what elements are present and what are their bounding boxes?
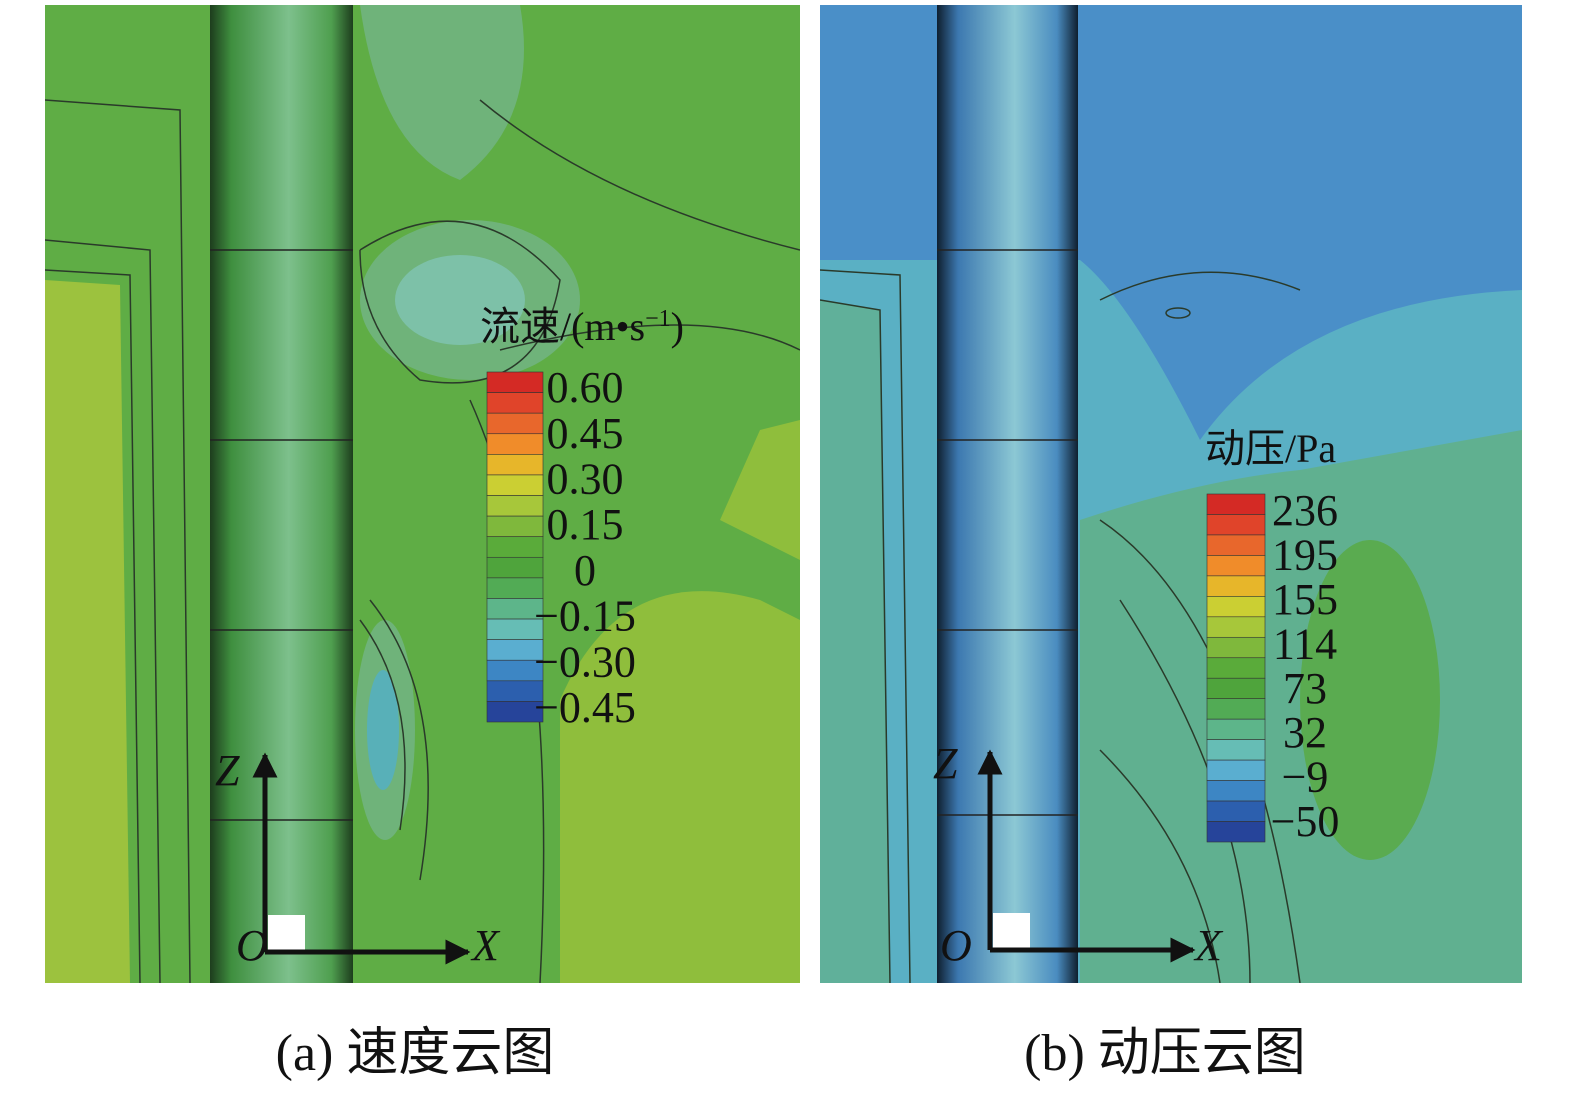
origin-label: O (236, 921, 268, 970)
colorbar-band (1206, 575, 1266, 597)
colorbar-label: 155 (1272, 575, 1338, 624)
colorbar-band (1206, 514, 1266, 536)
colorbar-band (486, 454, 544, 476)
colorbar-band (486, 536, 544, 558)
colorbar-label: 114 (1273, 619, 1337, 668)
colorbar-band (1206, 698, 1266, 720)
pressure-contour (820, 5, 1522, 983)
x-label: X (1193, 921, 1224, 970)
origin-box (993, 913, 1030, 950)
colorbar-label: 195 (1272, 531, 1338, 580)
legend-title: 动压/Pa (1205, 426, 1336, 471)
colorbar-band (1206, 718, 1266, 740)
colorbar-label: −0.45 (534, 683, 636, 732)
colorbar-band (486, 515, 544, 538)
colorbar-label: 32 (1283, 708, 1327, 757)
colorbar-band (486, 556, 544, 579)
colorbar-band (1206, 657, 1266, 679)
z-label: Z (215, 746, 240, 795)
legend-title: ) (671, 304, 684, 349)
colorbar-band (1206, 780, 1266, 802)
colorbar-label: −0.30 (534, 637, 636, 686)
colorbar-label: −50 (1271, 797, 1340, 846)
colorbar-band (486, 433, 544, 455)
colorbar-label: 0 (574, 546, 596, 595)
caption: (b) 动压云图 (1024, 1025, 1306, 1082)
colorbar-band (486, 392, 544, 414)
colorbar-band (486, 474, 544, 496)
colorbar-band (1206, 636, 1266, 659)
colorbar-band (1206, 534, 1266, 556)
legend-title-sup: −1 (645, 306, 671, 332)
legend-title: 流速/(m•s−1) (480, 304, 684, 349)
colorbar-band (1206, 555, 1266, 577)
legend-title: 流速/(m•s (480, 304, 645, 349)
colorbar-band (1206, 821, 1266, 843)
colorbar-band (486, 701, 544, 723)
origin-label: O (940, 921, 972, 970)
legend-title: 动压/Pa (1205, 426, 1336, 471)
colorbar-label: 0.45 (547, 409, 624, 458)
colorbar-band (486, 371, 544, 393)
velocity-contour (45, 5, 800, 983)
colorbar-band (1206, 616, 1266, 638)
colorbar-band (1206, 677, 1266, 700)
colorbar-band (1206, 493, 1266, 515)
colorbar-label: 236 (1272, 486, 1338, 535)
colorbar-label: −9 (1282, 753, 1329, 802)
colorbar-band (1206, 596, 1266, 618)
origin-box (268, 915, 305, 952)
colorbar-label: 0.15 (547, 500, 624, 549)
caption: (a) 速度云图 (276, 1025, 555, 1082)
colorbar-band (486, 412, 544, 435)
colorbar-label: 73 (1283, 664, 1327, 713)
colorbar-label: 0.60 (547, 363, 624, 412)
z-label: Z (933, 739, 958, 788)
x-label: X (470, 921, 501, 970)
colorbar-label: −0.15 (534, 592, 636, 641)
colorbar-band (1206, 759, 1266, 781)
colorbar-band (486, 495, 544, 517)
colorbar-label: 0.30 (547, 455, 624, 504)
colorbar-band (1206, 800, 1266, 822)
colorbar-band (1206, 739, 1266, 761)
